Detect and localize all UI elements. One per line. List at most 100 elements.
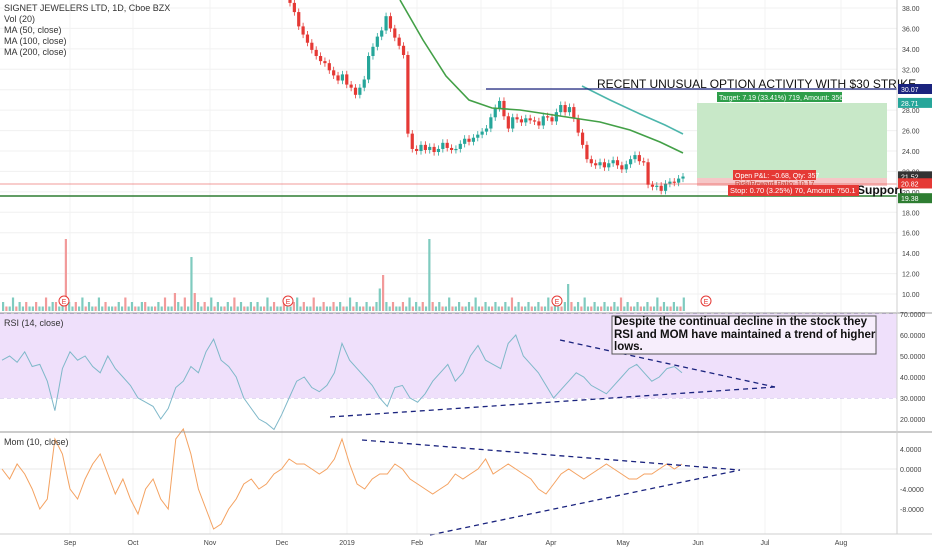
volume-bar: [415, 302, 418, 311]
volume-bar: [652, 306, 656, 311]
legend-item[interactable]: MA (200, close): [4, 47, 67, 57]
volume-bar: [593, 302, 596, 311]
candle-body: [659, 185, 663, 191]
candle-body: [663, 183, 668, 191]
volume-bar: [144, 302, 147, 311]
earnings-marker[interactable]: E: [700, 295, 712, 307]
volume-bar: [563, 302, 566, 311]
volume-bar: [408, 297, 411, 311]
candle-body: [598, 162, 602, 166]
candle-body: [397, 37, 401, 46]
volume-bar: [606, 306, 609, 311]
volume-bar: [619, 297, 623, 311]
volume-bar: [160, 306, 163, 311]
volume-bar: [35, 302, 38, 311]
volume-bar: [309, 306, 312, 311]
earnings-marker[interactable]: E: [282, 295, 294, 307]
time-tick-label: Mar: [475, 540, 488, 547]
volume-bar: [127, 306, 130, 311]
volume-bar: [388, 306, 391, 311]
volume-bar: [246, 306, 249, 311]
volume-bar: [239, 302, 243, 311]
candle-body: [524, 118, 528, 123]
candle-body: [546, 116, 550, 118]
rsi-annotation-text: Despite the continual decline in the sto…: [614, 316, 876, 353]
target-zone: [697, 103, 887, 178]
volume-bar: [517, 302, 520, 311]
volume-bar: [391, 302, 395, 311]
volume-bar: [78, 306, 81, 311]
volume-bar: [471, 306, 474, 311]
volume-bar: [203, 302, 206, 311]
price-tick-label: 18.00: [902, 210, 920, 217]
volume-bar: [405, 306, 408, 311]
earnings-marker[interactable]: E: [551, 295, 563, 307]
candle-body: [563, 105, 567, 113]
volume-bar: [411, 306, 414, 311]
volume-bar: [226, 302, 229, 311]
ma-100-line: [581, 85, 684, 135]
chart-background: [0, 0, 897, 550]
volume-bar: [524, 306, 527, 311]
rsi-tick-label: 70.0000: [900, 312, 925, 319]
volume-bar: [431, 302, 434, 311]
volume-bar: [48, 306, 51, 311]
volume-bar: [348, 297, 352, 311]
rsi-tick-label: 40.0000: [900, 375, 925, 382]
rsi-tick-label: 30.0000: [900, 396, 925, 403]
price-tag-label: 28.71: [901, 101, 919, 108]
volume-bar: [213, 306, 216, 311]
candle-body: [445, 142, 449, 148]
rsi-tick-label: 50.0000: [900, 354, 925, 361]
volume-bar: [335, 306, 338, 311]
volume-bar: [345, 306, 348, 311]
support-annotation: Support: [857, 183, 903, 197]
volume-bar: [679, 306, 682, 311]
volume-bar: [586, 306, 590, 311]
volume-bar: [249, 302, 253, 311]
volume-bar: [236, 306, 239, 311]
volume-bar: [428, 239, 431, 311]
volume-bar: [190, 257, 193, 311]
target-label-bg: [717, 92, 842, 102]
candle-body: [345, 74, 349, 85]
volume-bar: [481, 306, 484, 311]
price-tick-label: 32.00: [902, 67, 920, 74]
candle-body: [484, 128, 489, 132]
candle-body: [580, 132, 585, 145]
volume-bar: [461, 306, 464, 311]
candle-body: [323, 61, 327, 64]
candle-body: [406, 54, 410, 134]
volume-bar: [590, 306, 593, 311]
volume-bar: [5, 306, 8, 311]
svg-text:E: E: [286, 299, 291, 306]
candle-body: [642, 161, 646, 163]
volume-bar: [613, 302, 616, 311]
legend-item[interactable]: MA (100, close): [4, 36, 67, 46]
volume-bar: [339, 302, 342, 311]
volume-bar: [41, 306, 44, 311]
candle-body: [423, 144, 427, 150]
earnings-marker[interactable]: E: [58, 295, 70, 307]
candle-body: [436, 148, 441, 153]
volume-bar: [253, 306, 256, 311]
volume-bar: [180, 306, 183, 311]
volume-bar: [18, 302, 21, 311]
volume-bar: [375, 302, 378, 311]
time-tick-label: Sep: [64, 540, 77, 547]
volume-bar: [629, 306, 633, 311]
legend-item[interactable]: MA (50, close): [4, 25, 62, 35]
price-tag: [898, 83, 932, 94]
volume-bar: [120, 306, 124, 311]
legend-item[interactable]: Vol (20): [4, 14, 36, 24]
volume-bar: [266, 297, 269, 311]
chart-title: SIGNET JEWELERS LTD, 1D, Cboe BZX: [4, 3, 171, 13]
time-tick-label: Nov: [204, 540, 217, 547]
price-tick-label: 36.00: [902, 26, 920, 33]
volume-bar: [438, 302, 441, 311]
volume-bar: [633, 306, 636, 311]
candle-body: [384, 16, 388, 31]
rsi-axis: 70.0000 60.0000 50.0000 40.0000 30.0000 20.00…: [900, 312, 925, 424]
